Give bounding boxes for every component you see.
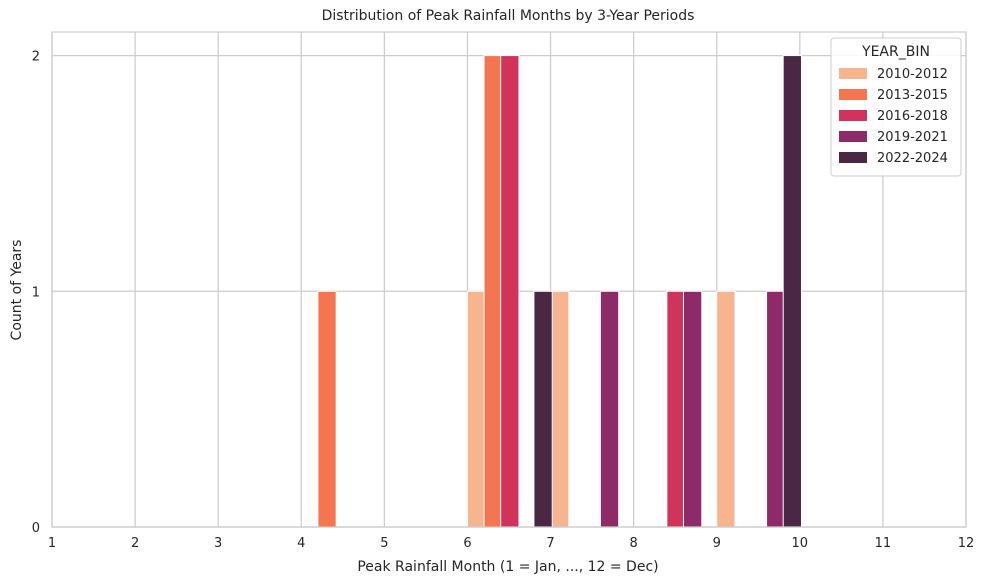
legend-label: 2010-2012 xyxy=(877,67,948,82)
legend-swatch xyxy=(839,131,867,142)
bar-2016-2018 xyxy=(500,55,520,528)
x-tick-label: 3 xyxy=(214,536,222,551)
bar-2019-2021 xyxy=(682,290,703,528)
bar-2019-2021 xyxy=(766,290,786,528)
x-tick-label: 8 xyxy=(629,536,637,551)
legend-title: YEAR_BIN xyxy=(861,44,930,60)
bar-2010-2012 xyxy=(466,290,487,528)
x-tick-label: 1 xyxy=(48,536,56,551)
bar-2016-2018 xyxy=(666,290,686,528)
x-tick-label: 4 xyxy=(297,536,305,551)
legend-swatch xyxy=(839,110,867,121)
x-tick-label: 7 xyxy=(546,536,554,551)
x-tick-label: 12 xyxy=(958,536,975,551)
legend: YEAR_BIN 2010-2012 2013-2015 2016-2018 2019-… xyxy=(830,37,962,177)
x-tick-label: 11 xyxy=(875,536,892,551)
x-tick-label: 6 xyxy=(463,536,471,551)
bar-2022-2024 xyxy=(782,55,802,528)
bar-2019-2021 xyxy=(599,290,620,528)
bar-2010-2012 xyxy=(550,290,570,528)
x-tick-label: 10 xyxy=(792,536,809,551)
legend-swatch xyxy=(839,152,867,163)
legend-label: 2022-2024 xyxy=(877,151,948,166)
bar-2013-2015 xyxy=(483,55,503,528)
legend-label: 2019-2021 xyxy=(877,130,948,145)
x-axis-title: Peak Rainfall Month (1 = Jan, ..., 12 = … xyxy=(357,559,658,575)
plot-frame xyxy=(51,31,967,528)
x-tick-label: 9 xyxy=(713,536,721,551)
y-tick-label: 0 xyxy=(32,521,40,536)
chart-title: Distribution of Peak Rainfall Months by … xyxy=(322,8,695,24)
y-tick-label: 1 xyxy=(32,285,40,300)
bar-2022-2024 xyxy=(533,290,553,528)
legend-label: 2013-2015 xyxy=(877,88,948,103)
legend-label: 2016-2018 xyxy=(877,109,948,124)
y-axis-title: Count of Years xyxy=(9,240,25,341)
x-tick-label: 2 xyxy=(131,536,139,551)
x-tick-label: 5 xyxy=(380,536,388,551)
bar-2010-2012 xyxy=(716,290,736,528)
legend-swatch xyxy=(839,89,867,100)
y-tick-label: 2 xyxy=(32,50,40,65)
bar-2013-2015 xyxy=(317,290,337,528)
legend-swatch xyxy=(839,68,867,79)
